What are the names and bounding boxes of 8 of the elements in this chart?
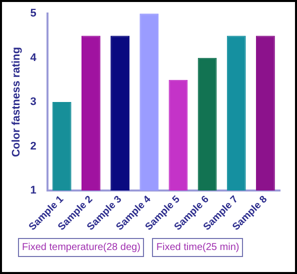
y-tick-label: 3 [30, 96, 36, 108]
y-tick-label: 4 [30, 52, 38, 64]
y-tick-label: 5 [30, 8, 36, 20]
text: Fixed time(25 min) [152, 238, 244, 257]
y-tick-label: 2 [30, 140, 36, 152]
y-tick-label: 1 [30, 184, 36, 196]
text: Fixed temperature(28 deg) [18, 238, 144, 257]
y-axis-title: Color fastness rating [10, 47, 23, 158]
